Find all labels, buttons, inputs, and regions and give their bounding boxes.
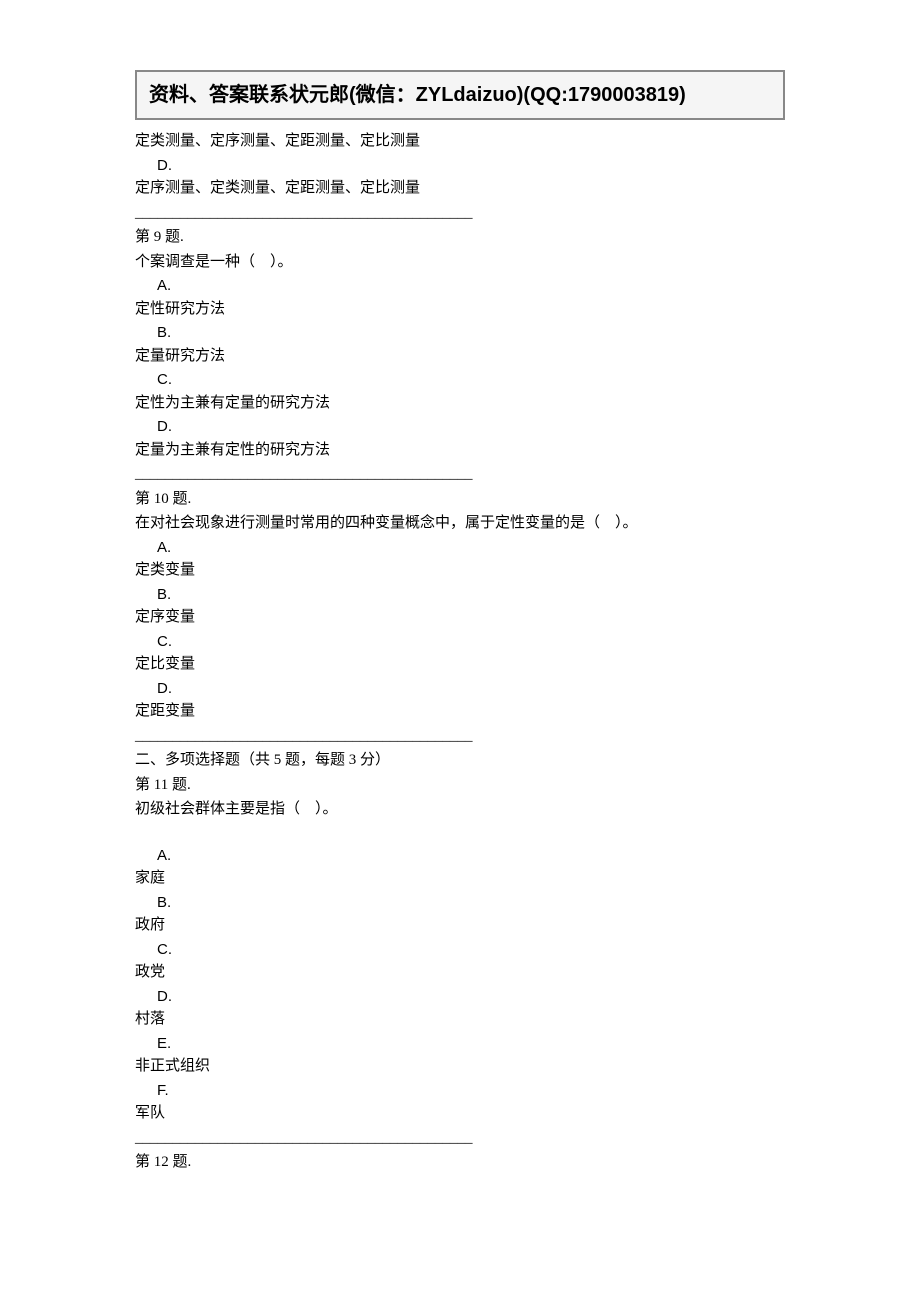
question-8-partial: 定类测量、定序测量、定距测量、定比测量 D. 定序测量、定类测量、定距测量、定比… [135, 130, 785, 200]
q8-option-d-letter: D. [135, 155, 785, 178]
divider: ________________________________________… [135, 463, 785, 486]
q11-option-e-letter: E. [135, 1033, 785, 1056]
q11-option-a-text: 家庭 [135, 867, 785, 890]
q9-option-a-text: 定性研究方法 [135, 298, 785, 321]
question-11: 第 11 题. 初级社会群体主要是指（ ）。 A. 家庭 B. 政府 C. 政党… [135, 774, 785, 1125]
q11-option-f-text: 军队 [135, 1102, 785, 1125]
q11-option-b-letter: B. [135, 892, 785, 915]
q9-text: 个案调查是一种（ ）。 [135, 251, 785, 274]
divider: ________________________________________… [135, 202, 785, 225]
q11-option-c-text: 政党 [135, 961, 785, 984]
q11-option-f-letter: F. [135, 1080, 785, 1103]
q9-number: 第 9 题. [135, 226, 785, 249]
q10-text: 在对社会现象进行测量时常用的四种变量概念中，属于定性变量的是（ ）。 [135, 512, 785, 535]
q10-option-d-text: 定距变量 [135, 700, 785, 723]
question-9: 第 9 题. 个案调查是一种（ ）。 A. 定性研究方法 B. 定量研究方法 C… [135, 226, 785, 461]
document-page: 资料、答案联系状元郎(微信：ZYLdaizuo)(QQ:1790003819) … [0, 0, 920, 1216]
q11-number: 第 11 题. [135, 774, 785, 797]
q9-option-c-letter: C. [135, 369, 785, 392]
q10-option-d-letter: D. [135, 678, 785, 701]
q10-option-b-letter: B. [135, 584, 785, 607]
q10-option-a-letter: A. [135, 537, 785, 560]
q10-option-c-text: 定比变量 [135, 653, 785, 676]
q9-option-b-text: 定量研究方法 [135, 345, 785, 368]
q9-option-d-letter: D. [135, 416, 785, 439]
q11-option-d-letter: D. [135, 986, 785, 1009]
q11-option-e-text: 非正式组织 [135, 1055, 785, 1078]
blank-line [135, 823, 785, 845]
q8-option-c-text: 定类测量、定序测量、定距测量、定比测量 [135, 130, 785, 153]
q11-text: 初级社会群体主要是指（ ）。 [135, 798, 785, 821]
q10-option-c-letter: C. [135, 631, 785, 654]
divider: ________________________________________… [135, 725, 785, 748]
q8-option-d-text: 定序测量、定类测量、定距测量、定比测量 [135, 177, 785, 200]
q10-option-a-text: 定类变量 [135, 559, 785, 582]
question-12: 第 12 题. [135, 1151, 785, 1174]
q11-option-b-text: 政府 [135, 914, 785, 937]
header-banner: 资料、答案联系状元郎(微信：ZYLdaizuo)(QQ:1790003819) [135, 70, 785, 120]
q9-option-b-letter: B. [135, 322, 785, 345]
divider: ________________________________________… [135, 1127, 785, 1150]
q9-option-d-text: 定量为主兼有定性的研究方法 [135, 439, 785, 462]
q9-option-c-text: 定性为主兼有定量的研究方法 [135, 392, 785, 415]
section-2-title: 二、多项选择题（共 5 题，每题 3 分） [135, 749, 785, 772]
header-banner-text: 资料、答案联系状元郎(微信：ZYLdaizuo)(QQ:1790003819) [149, 84, 686, 106]
q11-option-c-letter: C. [135, 939, 785, 962]
q10-option-b-text: 定序变量 [135, 606, 785, 629]
q9-option-a-letter: A. [135, 275, 785, 298]
q12-number: 第 12 题. [135, 1151, 785, 1174]
q11-option-a-letter: A. [135, 845, 785, 868]
question-10: 第 10 题. 在对社会现象进行测量时常用的四种变量概念中，属于定性变量的是（ … [135, 488, 785, 723]
q11-option-d-text: 村落 [135, 1008, 785, 1031]
q10-number: 第 10 题. [135, 488, 785, 511]
